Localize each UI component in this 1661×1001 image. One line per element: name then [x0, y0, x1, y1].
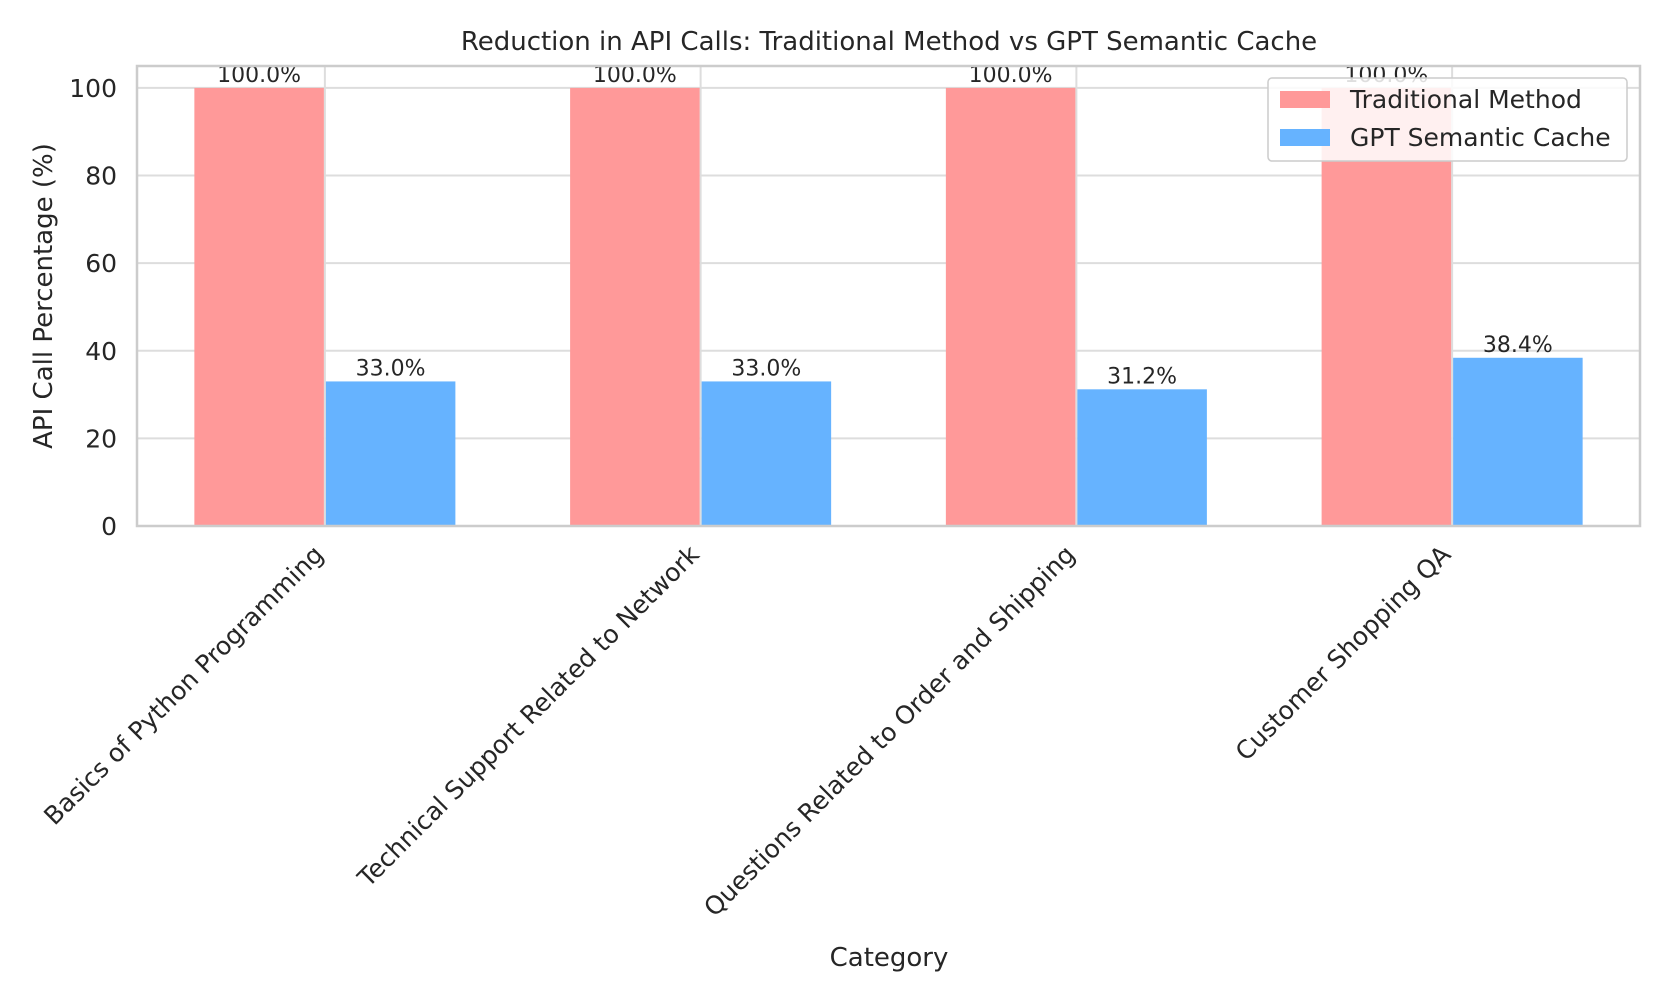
legend-swatch-traditional-method — [1280, 91, 1330, 108]
grid-lines — [137, 66, 1640, 527]
bar-traditional-method-questions-related-to-order-and-shipping — [945, 87, 1076, 527]
chart-title: Reduction in API Calls: Traditional Meth… — [461, 27, 1317, 57]
x-axis-label: Category — [830, 943, 949, 973]
legend-label-gpt-semantic-cache: GPT Semantic Cache — [1350, 123, 1611, 152]
y-tick-label-40: 40 — [85, 337, 117, 366]
y-tick-label-0: 0 — [101, 512, 117, 541]
legend: Traditional Method GPT Semantic Cache — [1267, 77, 1628, 162]
data-label-gpt-semantic-cache-basics-of-python-programming: 33.0% — [356, 356, 426, 381]
bar-gpt-semantic-cache-customer-shopping-qa — [1453, 357, 1583, 526]
legend-swatch-gpt-semantic-cache — [1280, 129, 1330, 146]
bar-gpt-semantic-cache-basics-of-python-programming — [325, 381, 456, 526]
bar-gpt-semantic-cache-questions-related-to-order-and-shipping — [1077, 389, 1207, 526]
bar-gpt-semantic-cache-technical-support-related-to-network — [701, 381, 832, 526]
data-label-gpt-semantic-cache-technical-support-related-to-network: 33.0% — [731, 356, 801, 381]
y-tick-label-60: 60 — [85, 249, 117, 278]
legend-label-traditional-method: Traditional Method — [1349, 85, 1582, 114]
bar-traditional-method-technical-support-related-to-network — [570, 87, 700, 527]
y-tick-labels: 0 20 40 60 80 100 — [69, 74, 117, 541]
legend-frame — [1267, 77, 1628, 162]
plot-frame — [135, 64, 1642, 528]
data-label-gpt-semantic-cache-questions-related-to-order-and-shipping: 31.2% — [1107, 364, 1177, 389]
y-tick-label-80: 80 — [85, 162, 117, 191]
bar-traditional-method-basics-of-python-programming — [194, 87, 324, 527]
y-tick-label-100: 100 — [69, 74, 117, 103]
bars — [194, 87, 1583, 527]
y-axis-label: API Call Percentage (%) — [29, 143, 59, 449]
data-label-gpt-semantic-cache-customer-shopping-qa: 38.4% — [1483, 333, 1553, 358]
y-tick-label-20: 20 — [85, 424, 117, 453]
